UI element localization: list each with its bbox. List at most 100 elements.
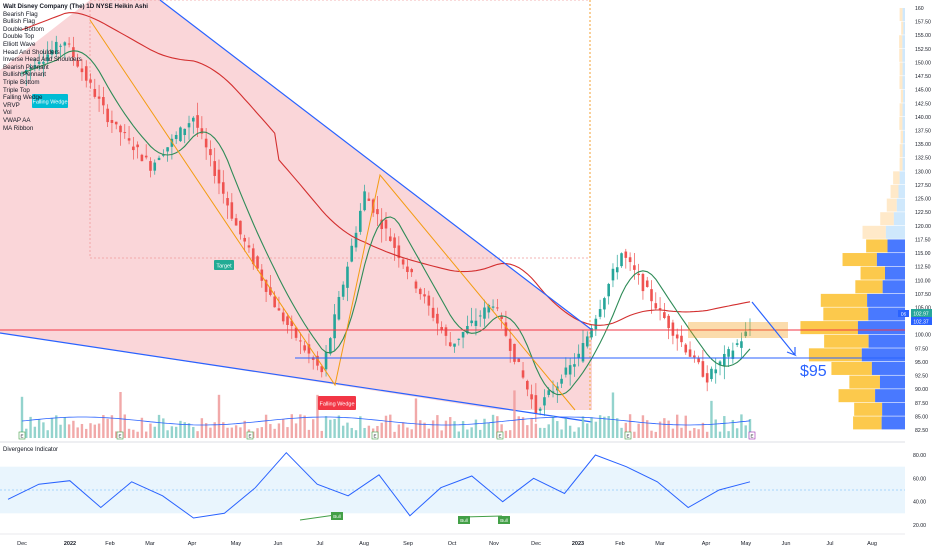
volume-bar bbox=[85, 428, 88, 438]
volume-profile-bar bbox=[876, 253, 905, 267]
volume-profile-bar bbox=[899, 35, 903, 49]
falling-wedge-label: Falling Wedge bbox=[318, 396, 356, 410]
volume-profile-bar bbox=[838, 389, 876, 403]
time-axis[interactable]: Dec 2022 Feb Mar Apr May Jun Jul Aug Sep Oct Nov Dec… bbox=[17, 541, 877, 547]
time-tick-label: Dec bbox=[17, 541, 27, 547]
candle-body bbox=[204, 138, 208, 148]
legend-item-falling-wedge[interactable]: Falling Wedge bbox=[3, 94, 43, 102]
candle-body bbox=[367, 198, 371, 201]
volume-bar bbox=[667, 420, 670, 438]
candle-body bbox=[191, 117, 195, 122]
candle-body bbox=[410, 269, 413, 273]
candle-body bbox=[401, 259, 405, 265]
volume-bar bbox=[282, 418, 285, 438]
legend-item-bearish-pennant[interactable]: Bearish Pennant bbox=[3, 63, 49, 71]
volume-bar bbox=[204, 423, 208, 438]
volume-bar bbox=[401, 422, 405, 438]
volume-profile-bar bbox=[902, 62, 905, 76]
volume-bar bbox=[346, 422, 349, 438]
candle-body bbox=[487, 304, 491, 313]
volume-profile-bar bbox=[800, 321, 858, 335]
time-tick-label: Apr bbox=[188, 541, 197, 547]
volume-bar bbox=[526, 425, 529, 438]
volume-bar bbox=[196, 431, 199, 438]
volume-bar bbox=[671, 428, 675, 438]
candle-body bbox=[337, 296, 341, 320]
legend-item-head-and-shoulders[interactable]: Head And Shoulders bbox=[3, 48, 60, 56]
volume-bar bbox=[646, 420, 649, 438]
candle-body bbox=[654, 303, 658, 309]
candle-body bbox=[423, 294, 426, 297]
candle-body bbox=[127, 138, 131, 141]
volume-bar bbox=[299, 414, 302, 438]
candle-body bbox=[560, 378, 563, 384]
candle-body bbox=[688, 349, 692, 357]
volume-event-marker-text: E bbox=[20, 434, 23, 439]
volume-bar bbox=[453, 421, 456, 438]
legend-item-ma-ribbon[interactable]: MA Ribbon bbox=[3, 124, 34, 132]
price-axis[interactable]: 160 157.50 155.00 152.50 150.00 147.50 145.00 1… bbox=[915, 6, 931, 434]
volume-profile-bar bbox=[903, 89, 905, 103]
volume-event-marker: E bbox=[371, 431, 379, 440]
candle-body bbox=[303, 345, 306, 351]
volume-bar bbox=[29, 416, 32, 438]
volume-bar bbox=[414, 398, 418, 438]
price-axis-background bbox=[905, 0, 932, 550]
candle-body bbox=[97, 96, 101, 99]
volume-bar bbox=[153, 426, 156, 438]
legend-item-double-top[interactable]: Double Top bbox=[3, 33, 35, 41]
candle-body bbox=[406, 266, 409, 273]
legend-item-bullish-pennant[interactable]: Bullish Pennant bbox=[3, 71, 46, 79]
candle-body bbox=[590, 328, 593, 338]
volume-profile-bar bbox=[902, 157, 905, 171]
price-tick-label: 135.00 bbox=[915, 142, 931, 148]
price-tick-label: 122.50 bbox=[915, 210, 931, 216]
price-tick-label: 115.00 bbox=[915, 251, 931, 257]
price-tick-label: 100.00 bbox=[915, 333, 931, 339]
volume-bar bbox=[483, 418, 486, 438]
volume-profile-bar bbox=[842, 253, 877, 267]
volume-bar bbox=[162, 418, 165, 438]
legend-item-vrvp[interactable]: VRVP bbox=[3, 101, 20, 109]
volume-bar bbox=[269, 424, 272, 438]
volume-profile-bar bbox=[862, 225, 886, 239]
bull-label-2: Bull bbox=[458, 516, 470, 524]
volume-bar bbox=[80, 423, 84, 438]
volume-bar bbox=[106, 418, 109, 438]
volume-bar bbox=[628, 414, 632, 438]
legend-item-bullish-flag[interactable]: Bullish Flag bbox=[3, 18, 35, 26]
volume-bar bbox=[294, 423, 298, 438]
oscillator-axis: 80.00 60.00 40.00 20.00 bbox=[913, 453, 926, 529]
candle-body bbox=[633, 265, 636, 270]
volume-bar bbox=[393, 431, 396, 438]
volume-bar bbox=[93, 424, 96, 438]
volume-bar bbox=[55, 415, 58, 438]
candle-body bbox=[705, 373, 709, 383]
candle-body bbox=[727, 349, 730, 357]
price-tick-label: 132.50 bbox=[915, 156, 931, 162]
volume-bar bbox=[637, 423, 640, 438]
volume-bar bbox=[440, 430, 443, 438]
candle-body bbox=[393, 237, 396, 248]
svg-text:Bull: Bull bbox=[333, 514, 341, 519]
legend-item-triple-top[interactable]: Triple Top bbox=[3, 86, 30, 94]
legend-item-bearish-flag[interactable]: Bearish Flag bbox=[3, 10, 38, 18]
volume-event-marker-text: E bbox=[626, 434, 629, 439]
candle-body bbox=[697, 358, 700, 363]
candle-body bbox=[316, 355, 319, 366]
candle-body bbox=[320, 366, 324, 373]
legend-item-inverse-head-and-shoulders[interactable]: Inverse Head And Shoulders bbox=[3, 56, 82, 64]
candle-body bbox=[93, 88, 97, 97]
legend-item-triple-bottom[interactable]: Triple Bottom bbox=[3, 78, 40, 86]
legend-item-vwap-aa[interactable]: VWAP AA bbox=[3, 116, 31, 124]
volume-profile-bar bbox=[899, 171, 905, 185]
legend-item-double-bottom[interactable]: Double Bottom bbox=[3, 25, 44, 33]
volume-profile-bar bbox=[899, 103, 903, 117]
wedge-upper-trendline bbox=[159, 0, 593, 331]
legend-item-vol[interactable]: Vol bbox=[3, 109, 12, 117]
volume-bar bbox=[560, 429, 563, 438]
long-moving-average bbox=[21, 12, 751, 326]
legend-item-elliott-wave[interactable]: Elliott Wave bbox=[3, 40, 36, 48]
candle-body bbox=[89, 79, 92, 83]
